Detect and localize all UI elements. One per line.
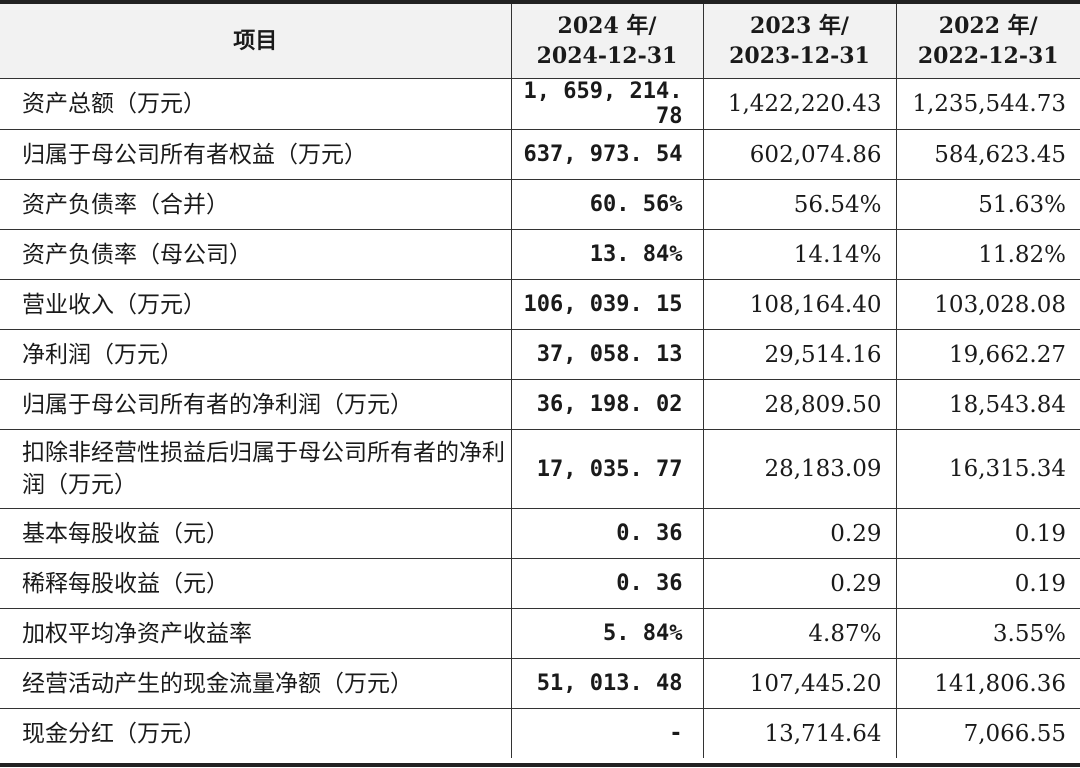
header-2024-date: 2024-12-31 bbox=[536, 43, 678, 69]
header-2024: 2024 年/ 2024-12-31 bbox=[510, 4, 704, 79]
top-border-rule bbox=[0, 0, 1080, 4]
value-2023: 4.87% bbox=[702, 608, 897, 659]
value-2022: 7,066.55 bbox=[895, 708, 1080, 758]
header-2024-year: 2024 年/ bbox=[557, 13, 657, 39]
table-row: 资产负债率（母公司） 13. 84% 14.14% 11.82% bbox=[0, 229, 1080, 280]
row-label: 基本每股收益（元） bbox=[0, 508, 512, 559]
value-2022: 3.55% bbox=[895, 608, 1080, 659]
value-2024: 13. 84% bbox=[510, 229, 704, 280]
value-2024: 0. 36 bbox=[510, 508, 704, 559]
value-2022: 103,028.08 bbox=[895, 279, 1080, 330]
header-2022-year: 2022 年/ bbox=[938, 13, 1038, 39]
value-2023: 107,445.20 bbox=[702, 658, 897, 709]
row-label: 营业收入（万元） bbox=[0, 279, 512, 330]
row-label: 净利润（万元） bbox=[0, 329, 512, 380]
table-row: 扣除非经营性损益后归属于母公司所有者的净利润（万元） 17, 035. 77 2… bbox=[0, 429, 1080, 509]
value-2023: 0.29 bbox=[702, 558, 897, 609]
table-row: 加权平均净资产收益率 5. 84% 4.87% 3.55% bbox=[0, 608, 1080, 659]
value-2023: 0.29 bbox=[702, 508, 897, 559]
value-2022: 51.63% bbox=[895, 179, 1080, 230]
value-2022: 11.82% bbox=[895, 229, 1080, 280]
value-2023: 28,183.09 bbox=[702, 429, 897, 509]
table-row: 资产总额（万元） 1, 659, 214. 78 1,422,220.43 1,… bbox=[0, 78, 1080, 130]
value-2022: 18,543.84 bbox=[895, 379, 1080, 430]
table-row: 净利润（万元） 37, 058. 13 29,514.16 19,662.27 bbox=[0, 329, 1080, 380]
table-row: 稀释每股收益（元） 0. 36 0.29 0.19 bbox=[0, 558, 1080, 609]
table-row: 基本每股收益（元） 0. 36 0.29 0.19 bbox=[0, 508, 1080, 559]
header-2022-date: 2022-12-31 bbox=[917, 43, 1059, 69]
header-item: 项目 bbox=[0, 4, 512, 79]
header-2022: 2022 年/ 2022-12-31 bbox=[895, 4, 1080, 79]
value-2024: 0. 36 bbox=[510, 558, 704, 609]
value-2023: 602,074.86 bbox=[702, 129, 897, 180]
table-row: 营业收入（万元） 106, 039. 15 108,164.40 103,028… bbox=[0, 279, 1080, 330]
row-label: 归属于母公司所有者的净利润（万元） bbox=[0, 379, 512, 430]
value-2023: 108,164.40 bbox=[702, 279, 897, 330]
table-row: 归属于母公司所有者的净利润（万元） 36, 198. 02 28,809.50 … bbox=[0, 379, 1080, 430]
row-label: 现金分红（万元） bbox=[0, 708, 512, 758]
value-2024: 37, 058. 13 bbox=[510, 329, 704, 380]
value-2023: 28,809.50 bbox=[702, 379, 897, 430]
table-row: 现金分红（万元） - 13,714.64 7,066.55 bbox=[0, 708, 1080, 758]
value-2022: 0.19 bbox=[895, 558, 1080, 609]
row-label: 扣除非经营性损益后归属于母公司所有者的净利润（万元） bbox=[0, 429, 512, 509]
row-label: 稀释每股收益（元） bbox=[0, 558, 512, 609]
value-2022: 141,806.36 bbox=[895, 658, 1080, 709]
value-2023: 14.14% bbox=[702, 229, 897, 280]
table-row: 资产负债率（合并） 60. 56% 56.54% 51.63% bbox=[0, 179, 1080, 230]
header-2023-year: 2023 年/ bbox=[750, 13, 849, 39]
value-2023: 56.54% bbox=[702, 179, 897, 230]
value-2024: - bbox=[510, 708, 704, 758]
value-2024: 637, 973. 54 bbox=[510, 129, 704, 180]
bottom-border-rule bbox=[0, 763, 1080, 767]
header-2023: 2023 年/ 2023-12-31 bbox=[702, 4, 897, 79]
value-2024: 106, 039. 15 bbox=[510, 279, 704, 330]
value-2024: 5. 84% bbox=[510, 608, 704, 659]
value-2022: 0.19 bbox=[895, 508, 1080, 559]
row-label: 资产总额（万元） bbox=[0, 78, 512, 130]
row-label: 加权平均净资产收益率 bbox=[0, 608, 512, 659]
value-2022: 1,235,544.73 bbox=[895, 78, 1080, 130]
row-label: 归属于母公司所有者权益（万元） bbox=[0, 129, 512, 180]
value-2024: 51, 013. 48 bbox=[510, 658, 704, 709]
value-2023: 13,714.64 bbox=[702, 708, 897, 758]
value-2022: 19,662.27 bbox=[895, 329, 1080, 380]
table-header-row: 项目 2024 年/ 2024-12-31 2023 年/ 2023-12-31… bbox=[0, 4, 1080, 79]
value-2023: 1,422,220.43 bbox=[702, 78, 897, 130]
value-2024: 60. 56% bbox=[510, 179, 704, 230]
value-2024: 1, 659, 214. 78 bbox=[510, 78, 704, 130]
row-label: 资产负债率（合并） bbox=[0, 179, 512, 230]
value-2022: 584,623.45 bbox=[895, 129, 1080, 180]
value-2023: 29,514.16 bbox=[702, 329, 897, 380]
financial-indicators-table: 项目 2024 年/ 2024-12-31 2023 年/ 2023-12-31… bbox=[0, 4, 1080, 758]
value-2024: 36, 198. 02 bbox=[510, 379, 704, 430]
value-2024: 17, 035. 77 bbox=[510, 429, 704, 509]
table-row: 经营活动产生的现金流量净额（万元） 51, 013. 48 107,445.20… bbox=[0, 658, 1080, 709]
table-row: 归属于母公司所有者权益（万元） 637, 973. 54 602,074.86 … bbox=[0, 129, 1080, 180]
header-2023-date: 2023-12-31 bbox=[729, 43, 870, 69]
value-2022: 16,315.34 bbox=[895, 429, 1080, 509]
header-item-label: 项目 bbox=[233, 28, 278, 54]
row-label: 资产负债率（母公司） bbox=[0, 229, 512, 280]
row-label: 经营活动产生的现金流量净额（万元） bbox=[0, 658, 512, 709]
